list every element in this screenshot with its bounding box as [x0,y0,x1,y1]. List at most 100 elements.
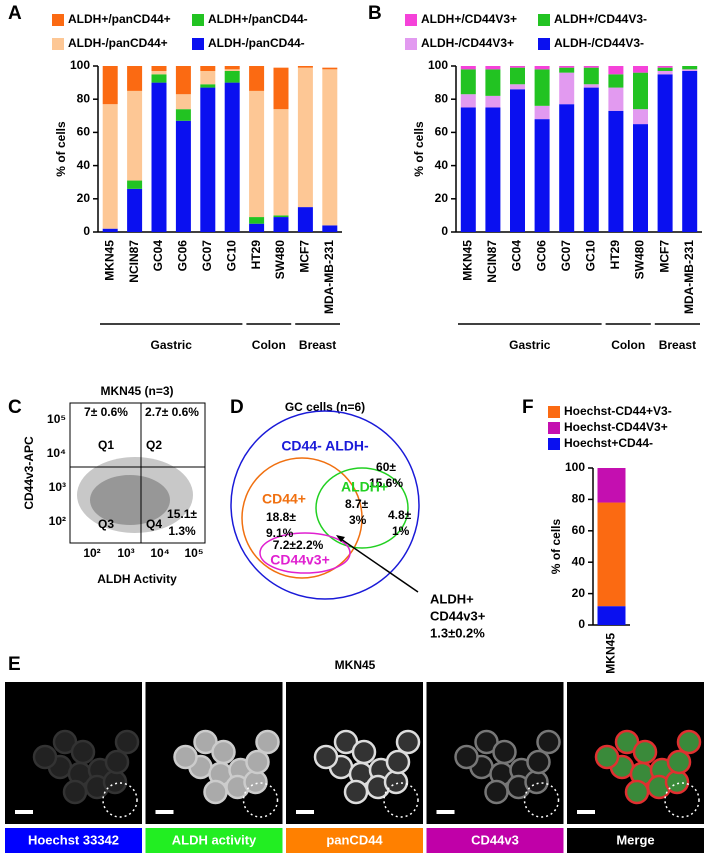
venn-pct: 4.8± [388,508,412,522]
bar-segment [485,66,501,70]
x-tick-label: MDA-MB-231 [682,240,696,314]
cell [383,769,409,795]
channel-label: Hoechst 33342 [28,832,119,847]
x-tick-label: 10⁴ [150,546,169,560]
venn-pct: 7.2±2.2% [273,538,324,552]
legend-label: ALDH-/CD44V3- [554,36,644,50]
bar-segment [224,82,240,232]
bar-segment [297,67,313,208]
dotted-circle [523,782,560,818]
legend-swatch [192,14,204,26]
venn-pct: 15.6% [369,476,403,490]
y-tick-label: 40 [572,554,586,568]
bar-segment [460,107,476,232]
cell [351,739,377,765]
legend-label: ALDH-/panCD44- [208,36,305,50]
bar-segment [273,217,289,232]
venn-pct: 1% [392,524,410,538]
cell [173,744,198,770]
flow-xlabel: ALDH Activity [97,572,177,586]
x-tick-label: MKN45 [102,240,116,281]
bar-segment [682,70,698,232]
y-axis-label: % of cells [549,519,563,575]
scale-bar [577,810,595,814]
panel-letter: E [8,654,21,675]
bar-segment [534,66,550,70]
bar-segment [322,67,338,70]
bar-segment [249,217,265,224]
bar-segment [273,67,289,110]
y-tick-label: 40 [435,158,449,172]
bar-segment [151,66,167,71]
bar-segment [249,90,265,218]
legend-label: ALDH+/panCD44- [208,12,308,26]
cell [313,744,339,770]
scale-bar [155,810,174,814]
quadrant: Q3 [98,517,114,531]
bar-segment [559,67,575,73]
legend-label: ALDH+/CD44V3+ [421,12,517,26]
venn-label: CD44+ [262,491,306,507]
quadrant: Q2 [146,438,162,452]
quadrant-pct: 15.1± [167,507,197,521]
bar-segment [510,84,525,90]
y-tick-label: 10⁴ [47,446,66,460]
bar-segment [175,66,191,95]
channel-label: Merge [616,832,654,847]
x-tick-label: GC04 [151,240,165,272]
bar-segment [633,124,648,232]
y-tick-label: 10⁵ [47,412,66,426]
bar-segment [151,74,167,83]
bar-segment [200,70,216,85]
venn-title: GC cells (n=6) [285,400,365,414]
dotted-circle [383,782,419,818]
bar-segment [608,110,624,232]
legend-label: ALDH-/panCD44+ [68,36,168,50]
x-tick-label: MKN45 [604,633,618,674]
bar-segment [127,188,143,232]
y-tick-label: 20 [435,191,449,205]
x-tick-label: GC06 [176,240,190,272]
bar-segment [657,67,673,71]
bar-segment [151,70,167,75]
panel-letter: D [230,397,244,418]
panel-letter: C [8,397,22,418]
y-tick-label: 60 [435,125,449,139]
venn-pct: 18.8± [266,510,296,524]
y-tick-label: 10² [49,514,66,528]
venn-aldh [315,467,409,549]
bar-segment [485,107,501,232]
x-tick-label: GC07 [559,240,573,272]
legend-label: ALDH+/panCD44+ [68,12,171,26]
legend-swatch [548,406,560,418]
x-tick-label: GC04 [510,240,524,272]
legend-swatch [192,38,204,50]
group-label: Breast [659,338,696,352]
bar-segment [534,69,550,106]
bar-segment [200,66,216,71]
legend-label: ALDH+/CD44V3- [554,12,647,26]
y-tick-label: 80 [435,91,449,105]
channel-label-bg [567,828,704,853]
y-axis-label: % of cells [412,121,426,177]
microscopy-row: Hoechst 33342 ALDH activity panCD44 CD44v3 M… [5,682,704,853]
bar-segment [127,180,143,189]
scale-bar [296,810,314,814]
cell [255,729,280,755]
bar-segment [127,90,143,181]
cell [524,769,549,795]
legend-label: Hoechst-CD44+V3- [564,404,672,418]
channel-label-bg [426,828,564,853]
flow-ylabel: CD44v3-APC [22,436,36,510]
x-tick-label: HT29 [608,240,622,270]
cell [70,739,96,765]
bar-segment [559,104,575,232]
cell [624,779,650,805]
bar-segment [249,223,265,232]
bar-segment [608,66,624,75]
y-tick-label: 40 [77,158,91,172]
y-tick-label: 0 [578,617,585,631]
bar-segment [460,69,476,95]
